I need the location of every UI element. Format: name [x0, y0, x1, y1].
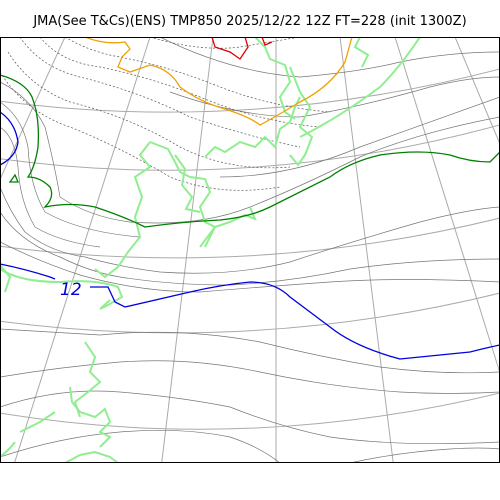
- map-panel: 12: [0, 37, 500, 463]
- map-title: JMA(See T&Cs)(ENS) TMP850 2025/12/22 12Z…: [33, 14, 467, 29]
- map-border: [0, 37, 500, 463]
- isotherm-red: [211, 37, 249, 60]
- contour-label-12: 12: [60, 280, 82, 300]
- graticule-lines: [0, 37, 500, 463]
- coastline: [0, 37, 421, 463]
- isotherm-orange: [84, 37, 353, 126]
- isotherm-blue-12: [0, 263, 500, 360]
- isotherm-green-small: [8, 173, 19, 183]
- isotherm-blue-west: [0, 111, 19, 166]
- temperature-contours: [0, 37, 500, 463]
- isotherm-green: [0, 74, 500, 228]
- isotherm-red-small: [261, 37, 273, 46]
